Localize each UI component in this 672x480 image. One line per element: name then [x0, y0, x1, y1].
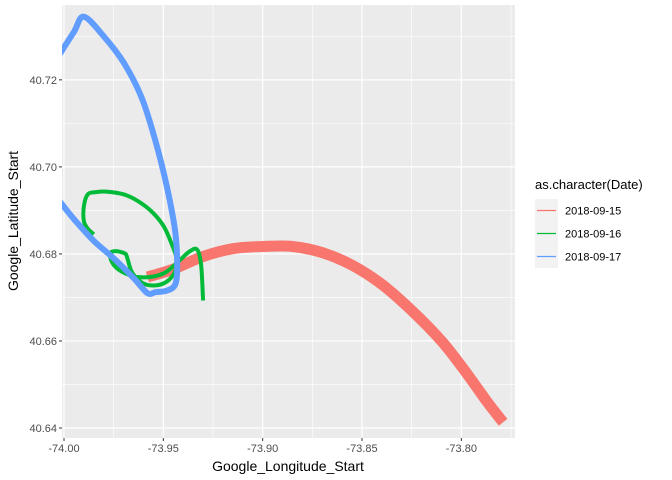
- series-line-2018-09-15: [145, 240, 508, 426]
- major-grid: [62, 5, 515, 438]
- y-tick-label: 40.68: [29, 249, 57, 261]
- series-line-2018-09-16: [81, 189, 206, 301]
- series-clip-group: [62, 13, 508, 426]
- x-tick-label: -73.90: [247, 443, 278, 455]
- legend: as.character(Date) 2018-09-15 2018-09-16 2…: [535, 177, 643, 268]
- legend-label-2018-09-17: 2018-09-17: [565, 252, 621, 264]
- x-tick-label: -73.85: [346, 443, 377, 455]
- x-axis-title: Google_Longitude_Start: [212, 458, 364, 474]
- y-tick-label: 40.64: [29, 423, 57, 435]
- legend-label-2018-09-16: 2018-09-16: [565, 229, 621, 241]
- minor-grid: [62, 5, 515, 438]
- y-tick-label: 40.72: [29, 75, 57, 87]
- x-tick-label: -73.80: [446, 443, 477, 455]
- y-axis: 40.64 40.66 40.68 40.70 40.72: [29, 75, 62, 435]
- x-axis: -74.00 -73.95 -73.90 -73.85 -73.80: [48, 438, 477, 455]
- plot-background: [62, 5, 515, 438]
- legend-label-2018-09-15: 2018-09-15: [565, 206, 621, 218]
- legend-title: as.character(Date): [535, 177, 643, 192]
- x-tick-label: -73.95: [148, 443, 179, 455]
- y-axis-title: Google_Latitude_Start: [5, 151, 21, 291]
- y-tick-label: 40.66: [29, 336, 57, 348]
- series-line-2018-09-17: [62, 13, 181, 298]
- y-tick-label: 40.70: [29, 162, 57, 174]
- series-layer: [62, 13, 508, 426]
- x-tick-label: -74.00: [48, 443, 79, 455]
